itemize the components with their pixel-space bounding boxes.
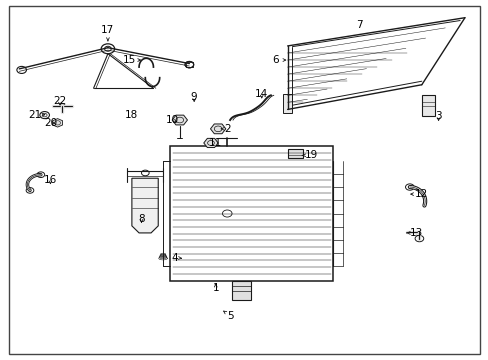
Text: 17: 17	[101, 25, 114, 41]
Text: 21: 21	[28, 110, 44, 120]
Text: 11: 11	[209, 138, 222, 148]
Bar	[421, 95, 434, 117]
Polygon shape	[210, 124, 225, 134]
Bar	[170, 147, 332, 280]
Text: 1: 1	[212, 283, 219, 293]
Text: 6: 6	[272, 55, 285, 65]
Polygon shape	[172, 115, 187, 125]
Bar	[232, 280, 251, 300]
Text: 5: 5	[223, 311, 233, 321]
Text: 2: 2	[221, 124, 230, 134]
Bar	[282, 94, 292, 113]
Text: 4: 4	[171, 253, 181, 262]
Text: 10: 10	[166, 115, 179, 125]
Text: 3: 3	[434, 112, 441, 121]
Text: 15: 15	[122, 55, 140, 65]
Text: 7: 7	[355, 20, 362, 30]
Bar	[287, 149, 303, 158]
Text: 8: 8	[138, 214, 144, 224]
Text: 9: 9	[190, 92, 197, 102]
Text: 20: 20	[44, 118, 57, 128]
Text: 18: 18	[125, 110, 138, 120]
Text: 19: 19	[302, 150, 318, 160]
Circle shape	[60, 104, 65, 108]
Polygon shape	[132, 178, 158, 233]
Polygon shape	[203, 138, 218, 148]
Text: 12: 12	[410, 189, 427, 199]
Text: 22: 22	[53, 96, 66, 105]
Polygon shape	[53, 118, 62, 127]
Text: 16: 16	[44, 175, 57, 185]
Text: 13: 13	[406, 228, 422, 238]
Text: 14: 14	[255, 89, 268, 99]
